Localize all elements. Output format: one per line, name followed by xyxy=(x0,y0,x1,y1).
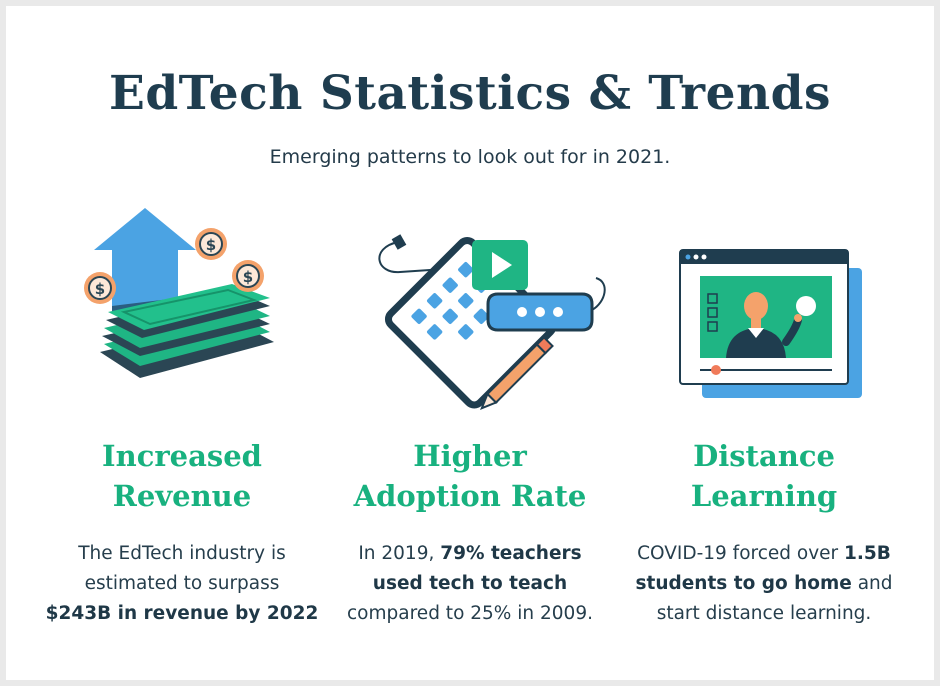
heading-distance: Distance Learning xyxy=(690,439,838,513)
page-title: EdTech Statistics & Trends xyxy=(109,66,831,121)
svg-text:$: $ xyxy=(206,236,216,254)
svg-text:$: $ xyxy=(243,268,253,286)
description-adoption: In 2019, 79% teachers used tech to teach… xyxy=(347,543,593,624)
tablet-learning-icon xyxy=(378,234,606,410)
svg-text:$: $ xyxy=(95,280,105,298)
description-distance: COVID-19 forced over 1.5B students to go… xyxy=(635,543,893,624)
page-subtitle: Emerging patterns to look out for in 202… xyxy=(269,146,671,168)
coin-icon: $ xyxy=(232,260,264,292)
description-revenue: The EdTech industry is estimated to surp… xyxy=(45,543,319,624)
coin-icon: $ xyxy=(195,228,227,260)
video-lesson-icon xyxy=(679,249,862,398)
heading-revenue: Increased Revenue xyxy=(102,439,262,513)
heading-adoption: Higher Adoption Rate xyxy=(353,439,587,513)
infographic-card: EdTech Statistics & Trends Emerging patt… xyxy=(6,6,934,680)
coin-icon: $ xyxy=(84,272,116,304)
money-growth-icon: $ $ $ xyxy=(84,208,274,378)
